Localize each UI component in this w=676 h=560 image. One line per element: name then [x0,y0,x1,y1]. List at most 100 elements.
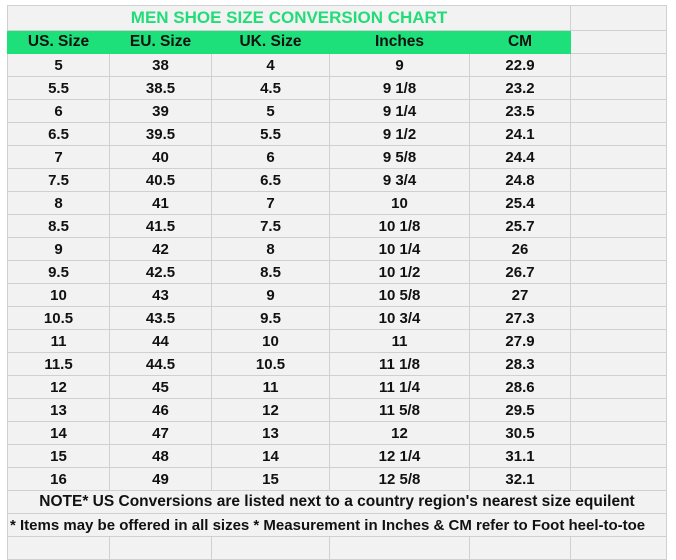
cell-inches[interactable]: 10 3/4 [329,306,470,330]
cell-uk[interactable]: 8 [211,237,330,261]
cell-us[interactable]: 10.5 [7,306,110,330]
cell-inches[interactable]: 10 1/8 [329,214,470,238]
cell-eu[interactable]: 49 [109,467,212,491]
cell-eu[interactable]: 39 [109,99,212,123]
cell-eu[interactable]: 39.5 [109,122,212,146]
cell-inches[interactable]: 12 5/8 [329,467,470,491]
cell-uk[interactable]: 5.5 [211,122,330,146]
cell-inches[interactable]: 9 3/4 [329,168,470,192]
cell-cm[interactable]: 30.5 [469,421,571,445]
cell-eu[interactable]: 42.5 [109,260,212,284]
cell-uk[interactable]: 6 [211,145,330,169]
cell-uk[interactable]: 7 [211,191,330,215]
cell-cm[interactable]: 24.8 [469,168,571,192]
cell-us[interactable]: 7.5 [7,168,110,192]
cell-uk[interactable]: 4.5 [211,76,330,100]
empty-cell[interactable] [570,398,667,422]
cell-inches[interactable]: 12 1/4 [329,444,470,468]
cell-cm[interactable]: 24.1 [469,122,571,146]
cell-eu[interactable]: 41.5 [109,214,212,238]
cell-inches[interactable]: 9 1/2 [329,122,470,146]
cell-us[interactable]: 6.5 [7,122,110,146]
cell-inches[interactable]: 10 [329,191,470,215]
cell-us[interactable]: 7 [7,145,110,169]
empty-cell[interactable] [570,99,667,123]
cell-us[interactable]: 12 [7,375,110,399]
empty-cell[interactable] [570,53,667,77]
cell-eu[interactable]: 48 [109,444,212,468]
cell-eu[interactable]: 41 [109,191,212,215]
cell-uk[interactable]: 7.5 [211,214,330,238]
empty-cell[interactable] [570,306,667,330]
cell-eu[interactable]: 43 [109,283,212,307]
cell-us[interactable]: 5.5 [7,76,110,100]
cell-eu[interactable]: 44 [109,329,212,353]
cell-eu[interactable]: 42 [109,237,212,261]
cell-uk[interactable]: 10.5 [211,352,330,376]
cell-inches[interactable]: 11 1/8 [329,352,470,376]
cell-cm[interactable]: 26.7 [469,260,571,284]
cell-inches[interactable]: 9 5/8 [329,145,470,169]
empty-cell[interactable] [570,145,667,169]
cell-eu[interactable]: 46 [109,398,212,422]
empty-cell[interactable] [211,536,330,560]
empty-cell[interactable] [570,168,667,192]
empty-cell[interactable] [570,536,667,560]
cell-inches[interactable]: 9 1/8 [329,76,470,100]
cell-eu[interactable]: 40.5 [109,168,212,192]
empty-cell[interactable] [570,30,667,54]
cell-us[interactable]: 11.5 [7,352,110,376]
cell-us[interactable]: 16 [7,467,110,491]
cell-uk[interactable]: 15 [211,467,330,491]
empty-cell[interactable] [469,536,571,560]
cell-uk[interactable]: 9 [211,283,330,307]
cell-cm[interactable]: 27 [469,283,571,307]
cell-us[interactable]: 9.5 [7,260,110,284]
cell-us[interactable]: 8 [7,191,110,215]
empty-cell[interactable] [7,536,110,560]
cell-us[interactable]: 14 [7,421,110,445]
cell-cm[interactable]: 32.1 [469,467,571,491]
cell-inches[interactable]: 10 1/2 [329,260,470,284]
cell-us[interactable]: 15 [7,444,110,468]
cell-cm[interactable]: 31.1 [469,444,571,468]
empty-cell[interactable] [570,421,667,445]
cell-eu[interactable]: 47 [109,421,212,445]
empty-cell[interactable] [570,122,667,146]
empty-cell[interactable] [570,283,667,307]
empty-cell[interactable] [570,375,667,399]
empty-cell[interactable] [329,536,470,560]
cell-us[interactable]: 6 [7,99,110,123]
empty-cell[interactable] [570,260,667,284]
cell-us[interactable]: 13 [7,398,110,422]
cell-uk[interactable]: 10 [211,329,330,353]
empty-cell[interactable] [570,191,667,215]
cell-uk[interactable]: 14 [211,444,330,468]
cell-eu[interactable]: 38.5 [109,76,212,100]
cell-inches[interactable]: 11 5/8 [329,398,470,422]
cell-us[interactable]: 5 [7,53,110,77]
cell-cm[interactable]: 27.9 [469,329,571,353]
cell-cm[interactable]: 22.9 [469,53,571,77]
cell-uk[interactable]: 4 [211,53,330,77]
cell-cm[interactable]: 25.7 [469,214,571,238]
empty-cell[interactable] [109,536,212,560]
cell-cm[interactable]: 28.3 [469,352,571,376]
cell-inches[interactable]: 9 [329,53,470,77]
cell-uk[interactable]: 12 [211,398,330,422]
cell-eu[interactable]: 44.5 [109,352,212,376]
cell-uk[interactable]: 9.5 [211,306,330,330]
cell-us[interactable]: 8.5 [7,214,110,238]
empty-cell[interactable] [570,237,667,261]
empty-cell[interactable] [570,467,667,491]
empty-cell[interactable] [570,352,667,376]
cell-us[interactable]: 9 [7,237,110,261]
cell-cm[interactable]: 23.5 [469,99,571,123]
cell-uk[interactable]: 5 [211,99,330,123]
cell-cm[interactable]: 23.2 [469,76,571,100]
cell-uk[interactable]: 11 [211,375,330,399]
empty-cell[interactable] [570,5,667,31]
cell-inches[interactable]: 9 1/4 [329,99,470,123]
cell-inches[interactable]: 12 [329,421,470,445]
cell-inches[interactable]: 11 [329,329,470,353]
